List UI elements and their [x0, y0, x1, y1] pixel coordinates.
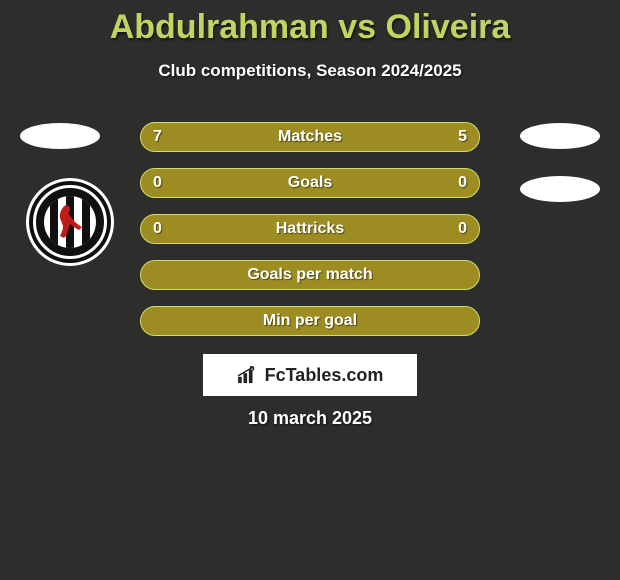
- stat-right-value: 0: [458, 174, 467, 192]
- club-badge: [26, 178, 114, 266]
- player-silhouette-icon: [54, 204, 84, 240]
- stat-bar-goals-per-match: Goals per match: [140, 260, 480, 290]
- stat-left-value: 7: [153, 128, 162, 146]
- page-title: Abdulrahman vs Oliveira: [0, 0, 620, 47]
- date-label: 10 march 2025: [0, 408, 620, 429]
- watermark-text: FcTables.com: [265, 365, 384, 386]
- player-right-logo-placeholder-2: [520, 176, 600, 202]
- watermark: FcTables.com: [203, 354, 417, 396]
- stat-bars: 7 Matches 5 0 Goals 0 0 Hattricks 0 Goal…: [140, 122, 480, 352]
- stat-right-value: 5: [458, 128, 467, 146]
- stat-bar-goals: 0 Goals 0: [140, 168, 480, 198]
- stat-bar-hattricks: 0 Hattricks 0: [140, 214, 480, 244]
- stat-right-value: 0: [458, 220, 467, 238]
- bars-growth-icon: [237, 366, 259, 384]
- stat-left-value: 0: [153, 174, 162, 192]
- stat-label: Hattricks: [141, 220, 479, 238]
- stat-left-value: 0: [153, 220, 162, 238]
- stat-bar-matches: 7 Matches 5: [140, 122, 480, 152]
- player-left-logo-placeholder: [20, 123, 100, 149]
- stat-label: Min per goal: [141, 312, 479, 330]
- subtitle: Club competitions, Season 2024/2025: [0, 61, 620, 81]
- stat-label: Matches: [141, 128, 479, 146]
- stat-bar-min-per-goal: Min per goal: [140, 306, 480, 336]
- stat-label: Goals: [141, 174, 479, 192]
- player-right-logo-placeholder-1: [520, 123, 600, 149]
- stat-label: Goals per match: [141, 266, 479, 284]
